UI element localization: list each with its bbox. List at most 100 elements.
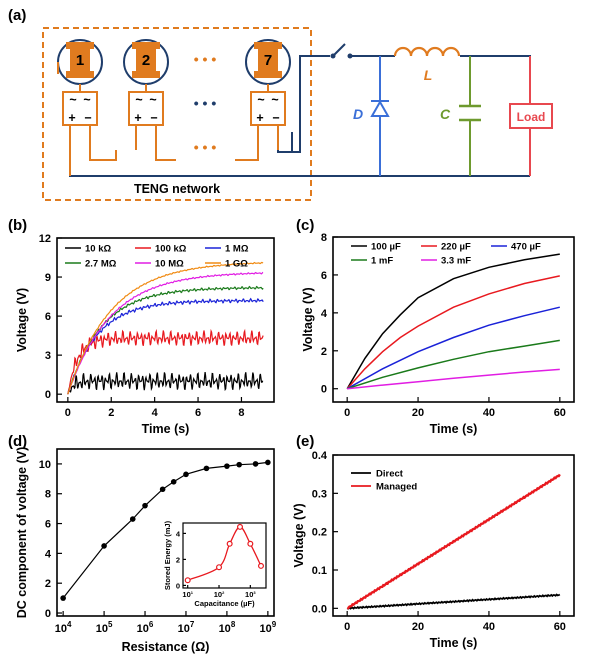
- x-tick-label: 106: [137, 620, 154, 635]
- y-axis-label: Voltage (V): [15, 288, 29, 352]
- plot-frame: [56, 237, 275, 403]
- inset-data-point: [226, 540, 233, 547]
- circuit-panel: (a) TENG network L: [8, 7, 553, 201]
- inset-y-axis-label: Stored Energy (mJ): [163, 520, 172, 590]
- legend-label: 3.3 mF: [441, 256, 471, 267]
- data-point: [129, 516, 136, 522]
- series-line-1: [346, 473, 561, 610]
- y-tick-label: 4: [321, 308, 328, 320]
- x-tick-label: 8: [238, 407, 244, 419]
- y-tick-label: 0.1: [312, 565, 327, 577]
- panel-label-e: (e): [296, 433, 314, 450]
- x-tick-label: 6: [195, 407, 201, 419]
- rectifier-box: [250, 91, 286, 126]
- teng-unit-number: 1: [76, 52, 84, 69]
- legend-label: 10 MΩ: [155, 259, 184, 270]
- ellipsis-middle: • • •: [194, 95, 217, 111]
- ac-symbol: ~: [135, 93, 142, 107]
- teng-cap-bottom: [132, 71, 160, 78]
- load-label: Load: [517, 110, 546, 124]
- legend-label: 1 GΩ: [225, 259, 248, 270]
- series-line-4: [347, 368, 560, 390]
- legend-label: 220 µF: [441, 242, 471, 253]
- inset-data-point: [237, 523, 244, 530]
- data-point: [60, 595, 66, 601]
- inset-x-axis-label: Capacitance (µF): [194, 599, 255, 608]
- panel-label-c: (c): [296, 217, 314, 234]
- diode: D: [353, 56, 390, 176]
- teng-body: [70, 49, 90, 71]
- teng-units: 1~ ~+ −2~ ~+ −7~ ~+ −: [57, 39, 300, 176]
- teng-cap-bottom: [254, 71, 282, 78]
- x-tick-label: 60: [554, 621, 566, 633]
- inset-data-point: [257, 562, 264, 569]
- x-tick-label: 4: [152, 407, 159, 419]
- series-wires: [57, 62, 259, 176]
- series-line-5: [67, 261, 264, 395]
- legend-label: 2.7 MΩ: [85, 259, 117, 270]
- data-point: [183, 471, 189, 478]
- y-tick-label: 0.2: [312, 527, 327, 539]
- y-tick-label: 3: [45, 350, 51, 362]
- series-line-0: [346, 593, 561, 610]
- plot-frame: [332, 454, 575, 617]
- inset-y-tick-label: 4: [176, 529, 181, 538]
- chart-d: (d) 104 105 106 107 108 109 0 2 4 6 8 10 Resistance (…: [8, 433, 277, 654]
- y-tick-label: 2: [321, 346, 327, 358]
- y-tick-label: 0.4: [312, 450, 328, 462]
- x-tick-label: 20: [412, 407, 424, 419]
- y-tick-label: 0: [321, 384, 327, 396]
- series-line-0: [67, 372, 264, 395]
- x-tick-label: 0: [65, 407, 71, 419]
- ac-symbol: ~: [69, 93, 76, 107]
- teng-body: [258, 49, 278, 71]
- data-point: [101, 543, 107, 549]
- series-wire: [155, 150, 176, 161]
- series-wire: [235, 150, 259, 161]
- plus-symbol: +: [134, 111, 141, 125]
- panel-label-d: (d): [8, 433, 27, 450]
- inductor: L: [393, 46, 461, 83]
- x-tick-label: 20: [412, 621, 424, 633]
- series-line-1: [346, 275, 560, 390]
- teng-unit-2: 2 ~ ~ + −: [123, 39, 169, 150]
- ellipsis-top: • • •: [194, 51, 217, 67]
- plus-symbol: +: [68, 111, 75, 125]
- y-tick-label: 6: [45, 311, 51, 323]
- ac-symbol: ~: [271, 93, 278, 107]
- inset-y-tick-label: 2: [176, 555, 180, 564]
- data-point: [203, 465, 210, 472]
- x-axis-label: Time (s): [430, 422, 478, 436]
- legend-label: 10 kΩ: [85, 244, 111, 255]
- y-tick-label: 6: [321, 270, 327, 282]
- panel-label-b: (b): [8, 217, 27, 234]
- teng-unit-7: 7 ~ ~ + −: [245, 39, 291, 150]
- inset-y-tick-label: 0: [176, 581, 180, 590]
- y-tick-label: 0: [45, 608, 51, 620]
- data-point: [142, 502, 148, 509]
- minus-symbol: −: [84, 111, 91, 125]
- series-line-0: [346, 253, 560, 390]
- series-line-2: [67, 297, 264, 395]
- load: Load: [509, 56, 553, 176]
- chart-c: (c) 0 20 40 60 0 2 4 6 8 Time (s) Voltage (V) 100 µF…: [296, 217, 575, 436]
- series-line-3: [346, 339, 560, 390]
- x-axis-label: Time (s): [142, 422, 190, 436]
- series-wire: [89, 150, 117, 161]
- x-tick-label: 2: [108, 407, 114, 419]
- teng-unit-number: 2: [142, 52, 150, 69]
- data-point: [224, 463, 230, 469]
- x-tick-label: 104: [55, 620, 72, 635]
- series-line-4: [67, 271, 264, 395]
- inductor-label: L: [424, 67, 433, 83]
- rectifier-box: [128, 91, 164, 126]
- teng-unit-number: 7: [264, 52, 272, 69]
- capacitor-label: C: [440, 106, 451, 122]
- inset-x-tick-label: 102: [214, 590, 225, 599]
- x-tick-label: 109: [260, 620, 277, 635]
- teng-network-label: TENG network: [134, 182, 220, 196]
- teng-cap-top: [66, 42, 94, 49]
- teng-body: [136, 49, 156, 71]
- inset-x-tick-label: 103: [245, 590, 256, 599]
